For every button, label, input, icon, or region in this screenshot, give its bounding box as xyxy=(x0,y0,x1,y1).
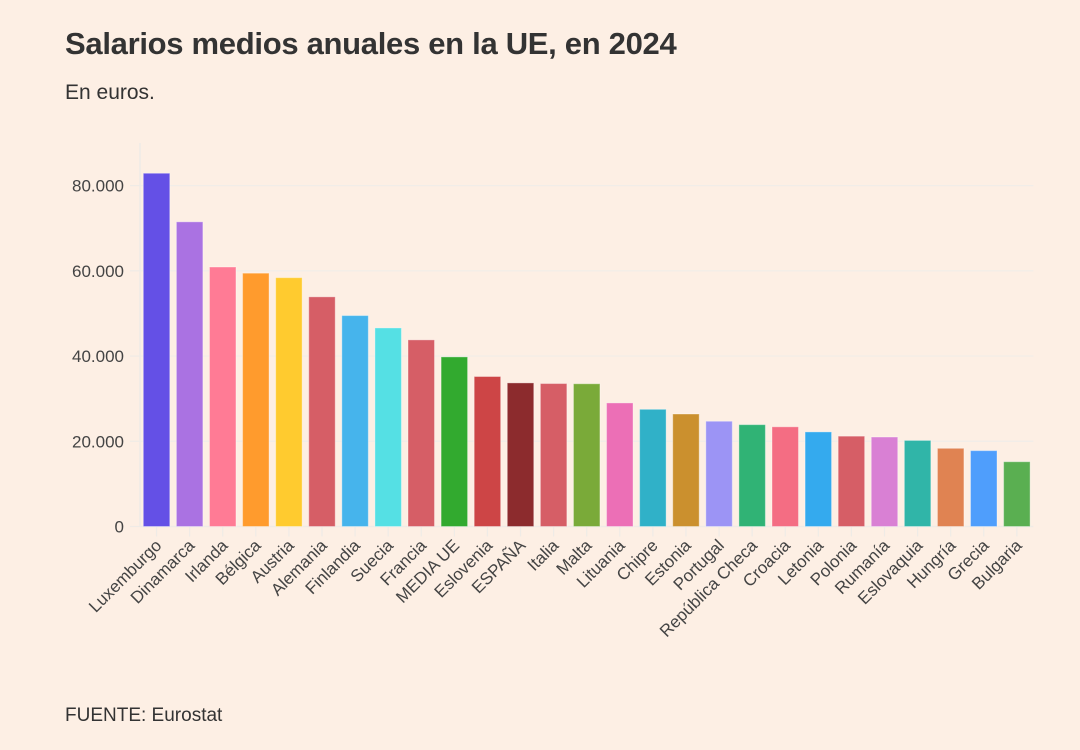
chart-title: Salarios medios anuales en la UE, en 202… xyxy=(65,26,677,61)
y-tick-label: 20.000 xyxy=(72,432,124,451)
bar-media-ue[interactable] xyxy=(440,356,469,527)
source-note: FUENTE: Eurostat xyxy=(65,705,223,726)
y-tick-labels: 0 20.000 40.000 60.000 80.000 xyxy=(72,177,124,537)
bar-malta[interactable] xyxy=(572,383,601,527)
x-tick-labels: LuxemburgoDinamarcaIrlandaBélgicaAustria… xyxy=(85,535,1026,640)
chart-subtitle: En euros. xyxy=(65,81,155,104)
bar-bulgaria[interactable] xyxy=(1003,461,1031,527)
bar-lituania[interactable] xyxy=(606,402,634,527)
y-tick-label: 40.000 xyxy=(72,347,124,366)
bar-portugal[interactable] xyxy=(705,420,733,527)
bar-polonia[interactable] xyxy=(837,435,866,528)
bar-irlanda[interactable] xyxy=(208,266,237,527)
y-tick-label: 60.000 xyxy=(72,262,124,281)
bars xyxy=(142,172,1031,528)
bar-españa[interactable] xyxy=(506,382,535,527)
bar-eslovenia[interactable] xyxy=(473,376,502,527)
bar-austria[interactable] xyxy=(275,277,303,528)
y-tick-label: 80.000 xyxy=(72,177,124,196)
bar-hungría[interactable] xyxy=(936,447,965,528)
bar-letonia[interactable] xyxy=(804,431,833,527)
bar-italia[interactable] xyxy=(539,383,568,528)
bar-suecia[interactable] xyxy=(374,327,402,527)
bar-bélgica[interactable] xyxy=(242,272,270,527)
bar-rumanía[interactable] xyxy=(870,436,899,527)
bar-francia[interactable] xyxy=(407,339,435,528)
bar-república-checa[interactable] xyxy=(738,424,766,528)
bar-chipre[interactable] xyxy=(639,408,667,528)
bar-luxemburgo[interactable] xyxy=(142,172,171,528)
bar-grecia[interactable] xyxy=(970,450,998,527)
y-tick-label: 0 xyxy=(115,518,124,537)
bar-eslovaquia[interactable] xyxy=(903,439,932,528)
bar-alemania[interactable] xyxy=(308,296,336,527)
bar-dinamarca[interactable] xyxy=(175,221,204,527)
bar-estonia[interactable] xyxy=(672,413,700,527)
bar-finlandia[interactable] xyxy=(341,315,369,528)
bar-croacia[interactable] xyxy=(771,426,799,528)
